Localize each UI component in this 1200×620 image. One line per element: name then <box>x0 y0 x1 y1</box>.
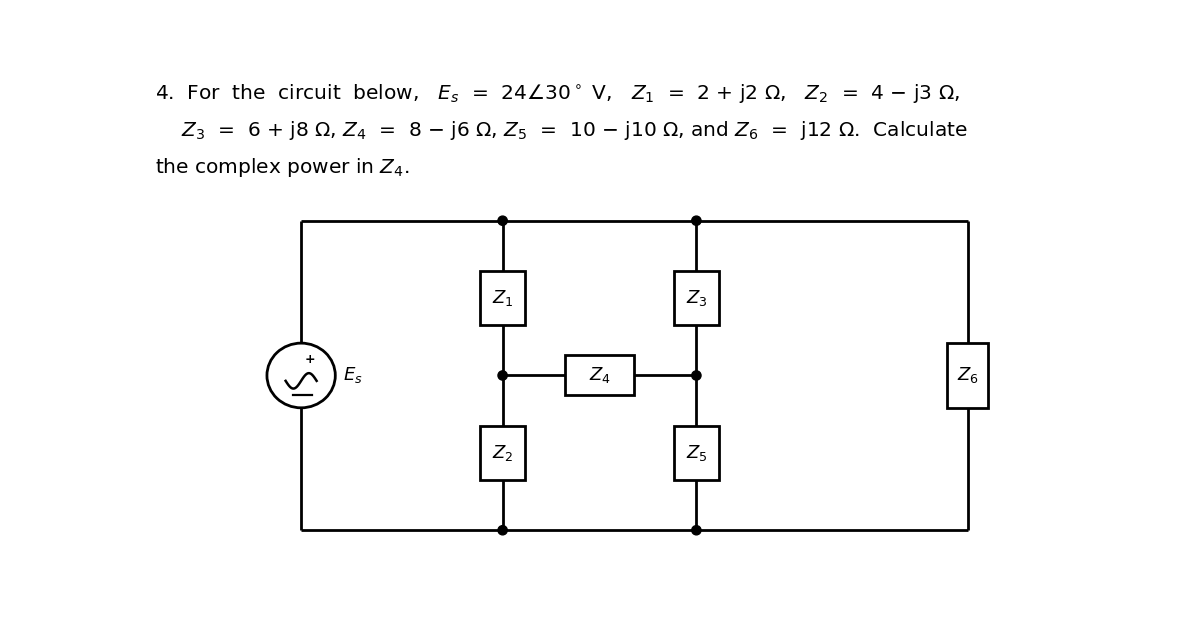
Text: $Z_3$: $Z_3$ <box>685 288 707 308</box>
Circle shape <box>498 371 508 380</box>
Text: $Z_5$: $Z_5$ <box>685 443 707 463</box>
Circle shape <box>691 371 701 380</box>
Circle shape <box>691 216 701 225</box>
Text: +: + <box>305 353 316 366</box>
Circle shape <box>691 526 701 535</box>
Text: $Z_1$: $Z_1$ <box>492 288 514 308</box>
Bar <box>480 426 526 480</box>
Text: $Z_3$  =  6 + j8 $\Omega$, $Z_4$  =  8 $-$ j6 $\Omega$, $Z_5$  =  10 $-$ j10 $\O: $Z_3$ = 6 + j8 $\Omega$, $Z_4$ = 8 $-$ j… <box>181 119 967 142</box>
Text: $Z_2$: $Z_2$ <box>492 443 514 463</box>
Bar <box>674 271 719 325</box>
Text: $E_s$: $E_s$ <box>343 365 362 386</box>
Bar <box>674 426 719 480</box>
Text: $Z_4$: $Z_4$ <box>588 365 611 386</box>
Bar <box>480 271 526 325</box>
Bar <box>948 343 988 408</box>
Text: the complex power in $Z_4$.: the complex power in $Z_4$. <box>156 156 409 179</box>
Circle shape <box>498 526 508 535</box>
Circle shape <box>498 216 508 225</box>
Text: 4.  For  the  circuit  below,   $E_s$  =  24$\angle$30$^\circ$ V,   $Z_1$  =  2 : 4. For the circuit below, $E_s$ = 24$\an… <box>156 82 960 105</box>
Text: $Z_6$: $Z_6$ <box>956 365 978 386</box>
Bar <box>565 355 635 396</box>
